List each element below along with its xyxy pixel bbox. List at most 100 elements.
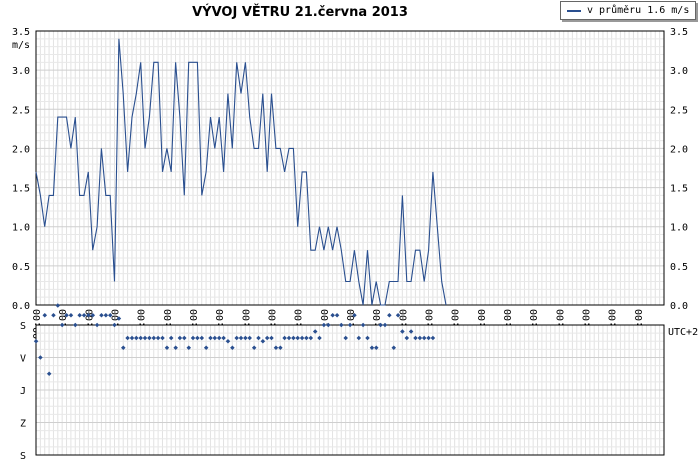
direction-point — [382, 322, 388, 328]
direction-point — [260, 338, 266, 344]
direction-point — [404, 335, 410, 341]
direction-point — [125, 335, 130, 341]
direction-point — [212, 335, 218, 341]
direction-point — [164, 345, 170, 350]
direction-point — [295, 335, 300, 341]
direction-point — [134, 335, 139, 341]
direction-point — [413, 335, 418, 341]
x-tick-label: 01:00 — [58, 309, 69, 339]
direction-point — [339, 322, 344, 328]
direction-point — [326, 322, 331, 328]
x-tick-label: 04:00 — [137, 309, 148, 339]
x-tick-label: 09:00 — [268, 309, 279, 339]
direction-point — [286, 335, 292, 341]
speed-series-line — [35, 38, 447, 306]
x-tick-label: 12:00 — [346, 309, 357, 339]
x-tick-label: 07:00 — [215, 309, 226, 339]
y-tick-label-left: 3.5 — [12, 27, 30, 38]
direction-point — [312, 329, 318, 334]
direction-point — [142, 335, 148, 341]
y-tick-label-left: 2.0 — [12, 144, 30, 155]
direction-point — [108, 312, 113, 318]
legend-swatch — [567, 9, 581, 12]
x-tick-label: 23:00 — [634, 309, 645, 339]
x-tick-label: 20:00 — [555, 309, 566, 339]
direction-point — [256, 335, 261, 341]
direction-point — [73, 322, 78, 328]
x-tick-label: 16:00 — [451, 309, 462, 339]
direction-tick-label: S — [20, 321, 26, 332]
x-tick-label: 03:00 — [111, 309, 122, 339]
direction-tick-label: V — [20, 354, 26, 365]
direction-point — [317, 335, 322, 341]
direction-point — [129, 335, 135, 341]
direction-point — [81, 312, 87, 318]
direction-point — [160, 335, 165, 341]
direction-point — [90, 312, 96, 318]
direction-point — [408, 329, 414, 334]
direction-point — [121, 345, 126, 350]
legend: v průměru 1.6 m/s — [560, 1, 696, 20]
y-tick-label-left: 3.0 — [12, 66, 30, 77]
x-tick-label: 05:00 — [163, 309, 174, 339]
direction-tick-label: J — [20, 386, 26, 397]
x-tick-label: 19:00 — [529, 309, 540, 339]
direction-point — [400, 329, 405, 334]
direction-point — [360, 322, 366, 328]
direction-point — [421, 335, 427, 341]
x-tick-label: 06:00 — [189, 309, 200, 339]
direction-point — [182, 335, 187, 341]
x-tick-label: 22:00 — [608, 309, 619, 339]
x-tick-label: 17:00 — [477, 309, 488, 339]
direction-point — [46, 371, 52, 376]
y-tick-label-left: 1.5 — [12, 184, 30, 195]
direction-point — [273, 345, 279, 350]
direction-point — [264, 335, 270, 341]
direction-point — [77, 312, 82, 318]
direction-tick-label: Z — [20, 419, 26, 430]
y-tick-label-right: 0.5 — [670, 262, 688, 273]
direction-point — [99, 312, 104, 318]
direction-point — [391, 345, 397, 350]
y-tick-label-left: 0.5 — [12, 262, 30, 273]
direction-point — [378, 322, 383, 328]
direction-point — [208, 335, 213, 341]
direction-tick-label: S — [20, 451, 26, 460]
x-tick-label: 14:00 — [398, 309, 409, 339]
direction-point — [356, 335, 362, 341]
x-tick-label: 00:00 — [32, 309, 43, 339]
x-tick-label: 02:00 — [84, 309, 95, 339]
x-axis-label: UTC+2 — [668, 327, 698, 338]
direction-point — [365, 335, 370, 341]
direction-point — [190, 335, 196, 341]
direction-point — [395, 312, 401, 318]
direction-point — [225, 338, 231, 344]
direction-point — [343, 335, 348, 341]
direction-point — [186, 345, 192, 350]
direction-point — [278, 345, 283, 350]
y-axis-label: m/s — [12, 40, 30, 51]
direction-plot: S V J Z S — [20, 303, 665, 460]
legend-label: v průměru 1.6 m/s — [587, 5, 690, 16]
direction-point — [347, 322, 353, 328]
direction-point — [374, 345, 379, 350]
direction-point — [51, 312, 56, 318]
x-tick-label: 18:00 — [503, 309, 514, 339]
x-tick-label: 15:00 — [425, 309, 436, 339]
direction-point — [308, 335, 314, 341]
speed-plot: 0.0 0.0 0.5 0.5 1.0 1.0 1.5 1.5 2.0 2.0 2.5 2.5 3.0 3… — [12, 27, 698, 339]
direction-point — [334, 312, 340, 318]
y-tick-label-right: 2.5 — [670, 105, 688, 116]
y-tick-label-left: 2.5 — [12, 105, 30, 116]
direction-point — [321, 322, 327, 328]
direction-point — [387, 312, 392, 318]
y-tick-label-right: 2.0 — [670, 144, 688, 155]
x-tick-label: 08:00 — [241, 309, 252, 339]
direction-point — [426, 335, 431, 341]
direction-point — [269, 335, 274, 341]
direction-point — [304, 335, 309, 341]
y-tick-label-right: 3.5 — [670, 27, 688, 38]
direction-point — [299, 335, 305, 341]
direction-point — [369, 345, 375, 350]
y-tick-label-left: 1.0 — [12, 223, 30, 234]
